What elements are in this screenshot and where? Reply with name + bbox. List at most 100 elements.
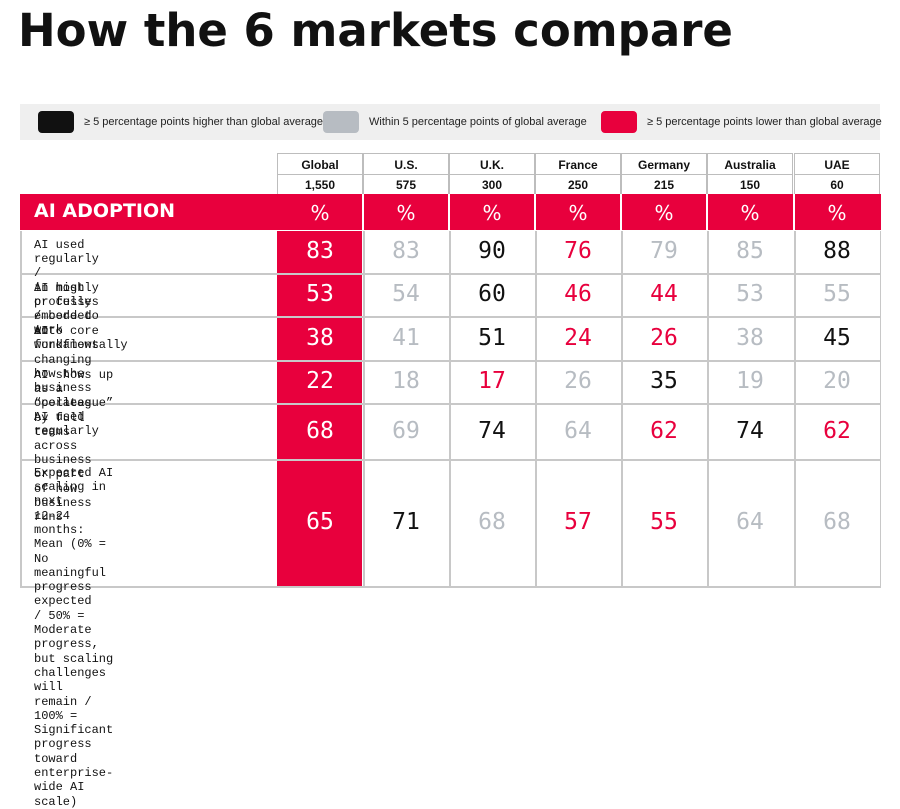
global-value: 38	[306, 324, 334, 351]
market-value: 45	[823, 324, 851, 351]
market-value: 44	[650, 281, 678, 307]
column-divider	[449, 231, 451, 586]
legend-swatch-gray	[323, 111, 359, 133]
market-value: 54	[392, 281, 420, 307]
legend-label: ≥ 5 percentage points higher than global…	[84, 116, 324, 128]
market-value: 83	[392, 238, 420, 264]
row-label: AI shows up as a “colleague” by full tea…	[34, 367, 114, 439]
column-sample-size: 250	[567, 178, 589, 192]
global-value: 68	[306, 417, 334, 444]
legend-item-within: Within 5 percentage points of global ave…	[323, 111, 587, 133]
legend-item-higher: ≥ 5 percentage points higher than global…	[38, 111, 323, 133]
market-value: 62	[650, 417, 678, 444]
market-value: 88	[823, 238, 851, 264]
market-value: 74	[736, 417, 764, 444]
column-header: U.S. 575	[363, 153, 449, 194]
header-divider	[795, 174, 879, 175]
column-header: Germany 215	[621, 153, 707, 194]
market-value: 20	[823, 368, 851, 394]
market-value: 53	[736, 281, 764, 307]
legend-swatch-red	[601, 111, 637, 133]
unit-label: %	[396, 201, 416, 225]
header-divider	[364, 174, 448, 175]
row-divider	[20, 459, 881, 461]
column-market: UAE	[824, 158, 850, 172]
column-sample-size: 150	[739, 178, 761, 192]
header-divider	[278, 174, 362, 175]
row-divider	[20, 273, 881, 275]
market-value: 46	[564, 281, 592, 307]
market-value: 26	[564, 368, 592, 394]
market-value: 19	[736, 368, 764, 394]
row-divider	[20, 403, 881, 405]
row-divider	[20, 316, 881, 318]
column-divider	[707, 231, 709, 586]
row-divider	[20, 360, 881, 362]
column-divider	[794, 231, 796, 586]
market-value: 90	[478, 238, 506, 264]
band-divider	[448, 194, 450, 230]
market-value: 18	[392, 368, 420, 394]
column-header: Australia 150	[707, 153, 793, 194]
market-value: 85	[736, 238, 764, 264]
market-value: 71	[392, 509, 420, 535]
unit-label: %	[482, 201, 502, 225]
unit-label: %	[310, 201, 330, 225]
column-market: Global	[301, 158, 339, 172]
unit-label: %	[827, 201, 847, 225]
row-label: AI used regularly / in most processes / …	[34, 237, 99, 338]
header-divider	[450, 174, 534, 175]
column-divider	[363, 231, 365, 586]
market-value: 51	[478, 324, 506, 351]
market-value: 68	[478, 509, 506, 535]
band-divider	[362, 194, 364, 230]
column-sample-size: 1,550	[304, 178, 336, 192]
unit-label: %	[654, 201, 674, 225]
global-value: 65	[306, 509, 334, 535]
header-divider	[708, 174, 792, 175]
market-value: 64	[564, 417, 592, 444]
legend-swatch-black	[38, 111, 74, 133]
header-divider	[536, 174, 620, 175]
band-divider	[620, 194, 622, 230]
unit-label: %	[740, 201, 760, 225]
column-divider	[535, 231, 537, 586]
column-header: UAE 60	[794, 153, 880, 194]
market-value: 26	[650, 324, 678, 351]
column-divider	[621, 231, 623, 586]
section-band	[20, 194, 881, 230]
section-label: AI ADOPTION	[34, 200, 176, 222]
market-value: 76	[564, 238, 592, 264]
market-value: 55	[650, 509, 678, 535]
legend: ≥ 5 percentage points higher than global…	[20, 104, 882, 140]
market-value: 68	[823, 509, 851, 535]
market-value: 74	[478, 417, 506, 444]
market-value: 69	[392, 417, 420, 444]
global-value: 83	[306, 238, 334, 264]
global-column	[277, 231, 362, 586]
row-label: AI used regularly across business or par…	[34, 410, 99, 525]
unit-label: %	[568, 201, 588, 225]
band-divider	[793, 194, 795, 230]
table-right-border	[879, 231, 881, 586]
column-sample-size: 575	[395, 178, 417, 192]
column-market: U.K.	[480, 158, 504, 172]
market-value: 79	[650, 238, 678, 264]
market-value: 38	[736, 324, 764, 351]
global-value: 22	[306, 368, 334, 394]
market-value: 64	[736, 509, 764, 535]
global-value: 53	[306, 281, 334, 307]
column-market: U.S.	[394, 158, 418, 172]
band-divider	[534, 194, 536, 230]
column-market: France	[558, 158, 598, 172]
column-header: U.K. 300	[449, 153, 535, 194]
market-value: 57	[564, 509, 592, 535]
legend-label: ≥ 5 percentage points lower than global …	[647, 116, 882, 128]
market-value: 35	[650, 368, 678, 394]
row-label: AI highly or fully embedded into core wo…	[34, 280, 99, 352]
legend-item-lower: ≥ 5 percentage points lower than global …	[601, 111, 882, 133]
market-value: 41	[392, 324, 420, 351]
table-left-border	[20, 231, 22, 586]
column-sample-size: 215	[653, 178, 675, 192]
column-header: Global 1,550	[277, 153, 363, 194]
